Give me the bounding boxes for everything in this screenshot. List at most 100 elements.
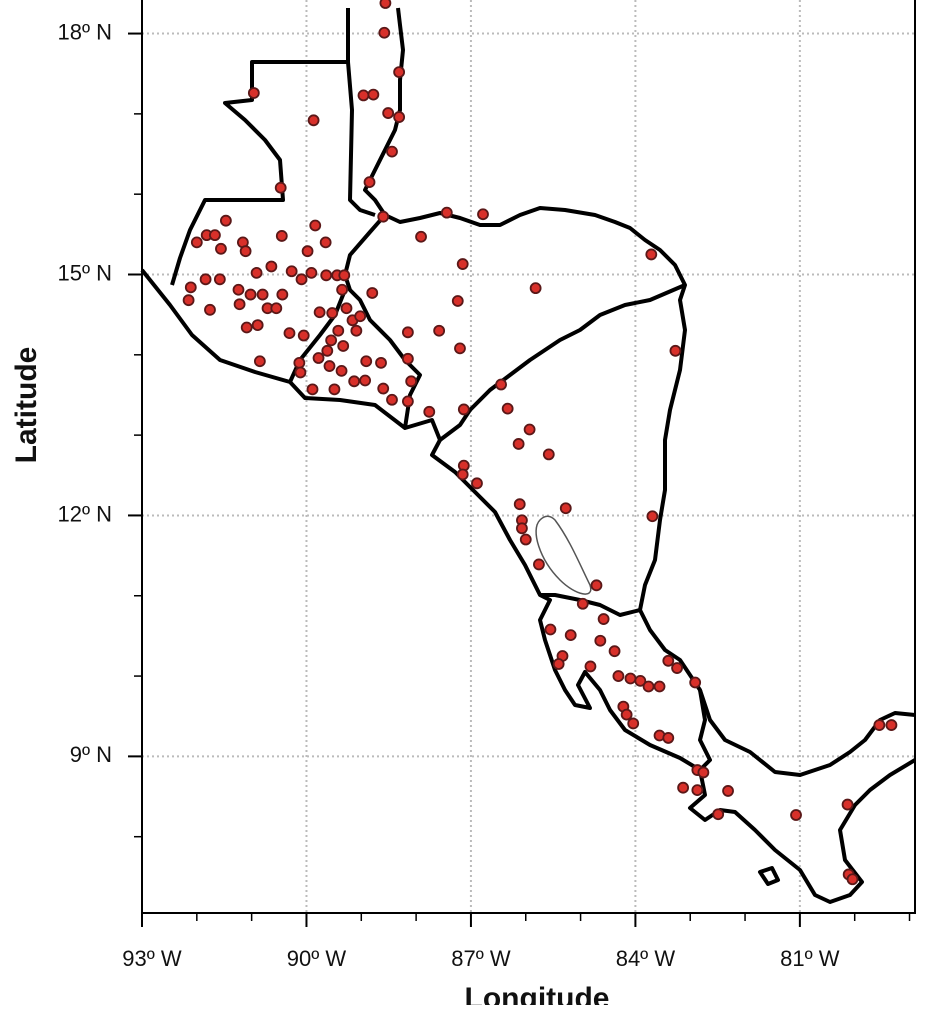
station-point — [634, 674, 647, 687]
y-tick-label: 18º N — [57, 19, 112, 44]
station-point — [321, 344, 334, 357]
honduras-nicaragua-border — [438, 283, 686, 442]
station-point — [294, 366, 307, 379]
station-point — [542, 448, 555, 461]
station-point — [523, 423, 536, 436]
station-point — [337, 340, 350, 352]
station-point — [313, 306, 326, 319]
station-point — [366, 287, 379, 299]
station-point — [393, 111, 406, 123]
station-point — [293, 356, 306, 369]
station-point — [594, 634, 607, 647]
station-point — [251, 319, 264, 331]
station-point — [386, 393, 398, 406]
station-point — [307, 114, 320, 127]
station-point — [301, 245, 314, 258]
station-point — [552, 658, 565, 670]
station-point — [270, 302, 283, 315]
station-point — [256, 288, 269, 301]
station-point — [677, 781, 689, 794]
station-point — [323, 360, 336, 372]
nicaragua-costa-rica-border — [540, 593, 641, 617]
station-point — [265, 260, 278, 273]
station-point — [597, 613, 610, 625]
station-point — [357, 89, 370, 102]
station-point — [627, 717, 640, 730]
station-point — [653, 680, 666, 693]
station-point — [516, 522, 528, 535]
station-point — [386, 145, 398, 158]
station-point — [295, 273, 308, 286]
station-point — [332, 324, 345, 337]
station-point — [454, 342, 466, 355]
station-point — [190, 236, 203, 249]
station-point — [297, 329, 310, 342]
station-point — [873, 719, 886, 731]
station-point — [204, 303, 216, 316]
station-point — [456, 468, 469, 481]
station-point — [309, 219, 322, 232]
station-point — [529, 282, 542, 295]
x-tick-label: 90º W — [287, 946, 347, 971]
station-point — [662, 654, 675, 667]
station-point — [320, 269, 333, 282]
station-point — [513, 498, 526, 511]
station-point — [608, 645, 621, 658]
station-point — [501, 402, 514, 415]
station-point — [620, 708, 633, 721]
station-point — [375, 356, 387, 369]
station-point — [326, 307, 339, 319]
station-point — [239, 245, 252, 258]
points — [182, 0, 898, 886]
station-point — [378, 26, 391, 39]
station-point — [377, 210, 390, 223]
station-point — [213, 273, 226, 286]
station-point — [885, 719, 898, 731]
station-point — [283, 327, 296, 340]
station-point — [219, 214, 232, 227]
station-point — [336, 283, 349, 296]
station-point — [671, 662, 683, 674]
station-point — [495, 378, 507, 391]
station-point — [456, 258, 469, 270]
station-point — [544, 623, 557, 636]
ticks: 93º W 90º W 87º W 84º W 81º W 9º N 12º N 15º N 1… — [57, 19, 911, 971]
station-point — [584, 660, 597, 673]
y-tick-label: 12º N — [57, 501, 112, 526]
island — [758, 866, 780, 886]
station-point — [846, 873, 859, 886]
station-point — [182, 294, 195, 307]
station-point — [354, 310, 367, 323]
station-point — [184, 281, 197, 294]
station-point — [519, 533, 532, 546]
station-point — [401, 326, 414, 339]
station-point — [348, 375, 361, 388]
belize-border — [346, 61, 376, 217]
station-point — [275, 230, 288, 242]
station-point — [415, 230, 427, 243]
station-point — [363, 176, 376, 189]
y-axis-title: Latitude — [10, 347, 43, 464]
caribbean-coast — [363, 7, 916, 777]
x-axis-title: Longitude — [465, 982, 610, 1005]
station-point — [477, 208, 489, 221]
station-point — [697, 766, 710, 779]
mexico-border — [170, 8, 350, 286]
station-point — [244, 288, 257, 301]
station-point — [457, 403, 470, 416]
station-point — [440, 206, 453, 219]
x-tick-label: 93º W — [122, 946, 182, 971]
station-point — [624, 672, 637, 685]
station-point — [274, 181, 287, 194]
station-point — [576, 597, 589, 610]
station-point — [305, 266, 318, 279]
station-point — [325, 334, 338, 347]
station-point — [360, 355, 373, 368]
station-point — [451, 295, 464, 307]
station-point — [250, 266, 263, 279]
station-point — [689, 676, 702, 689]
station-point — [405, 375, 418, 388]
station-point — [646, 510, 659, 523]
x-tick-label: 81º W — [780, 946, 840, 971]
station-point — [338, 269, 351, 282]
